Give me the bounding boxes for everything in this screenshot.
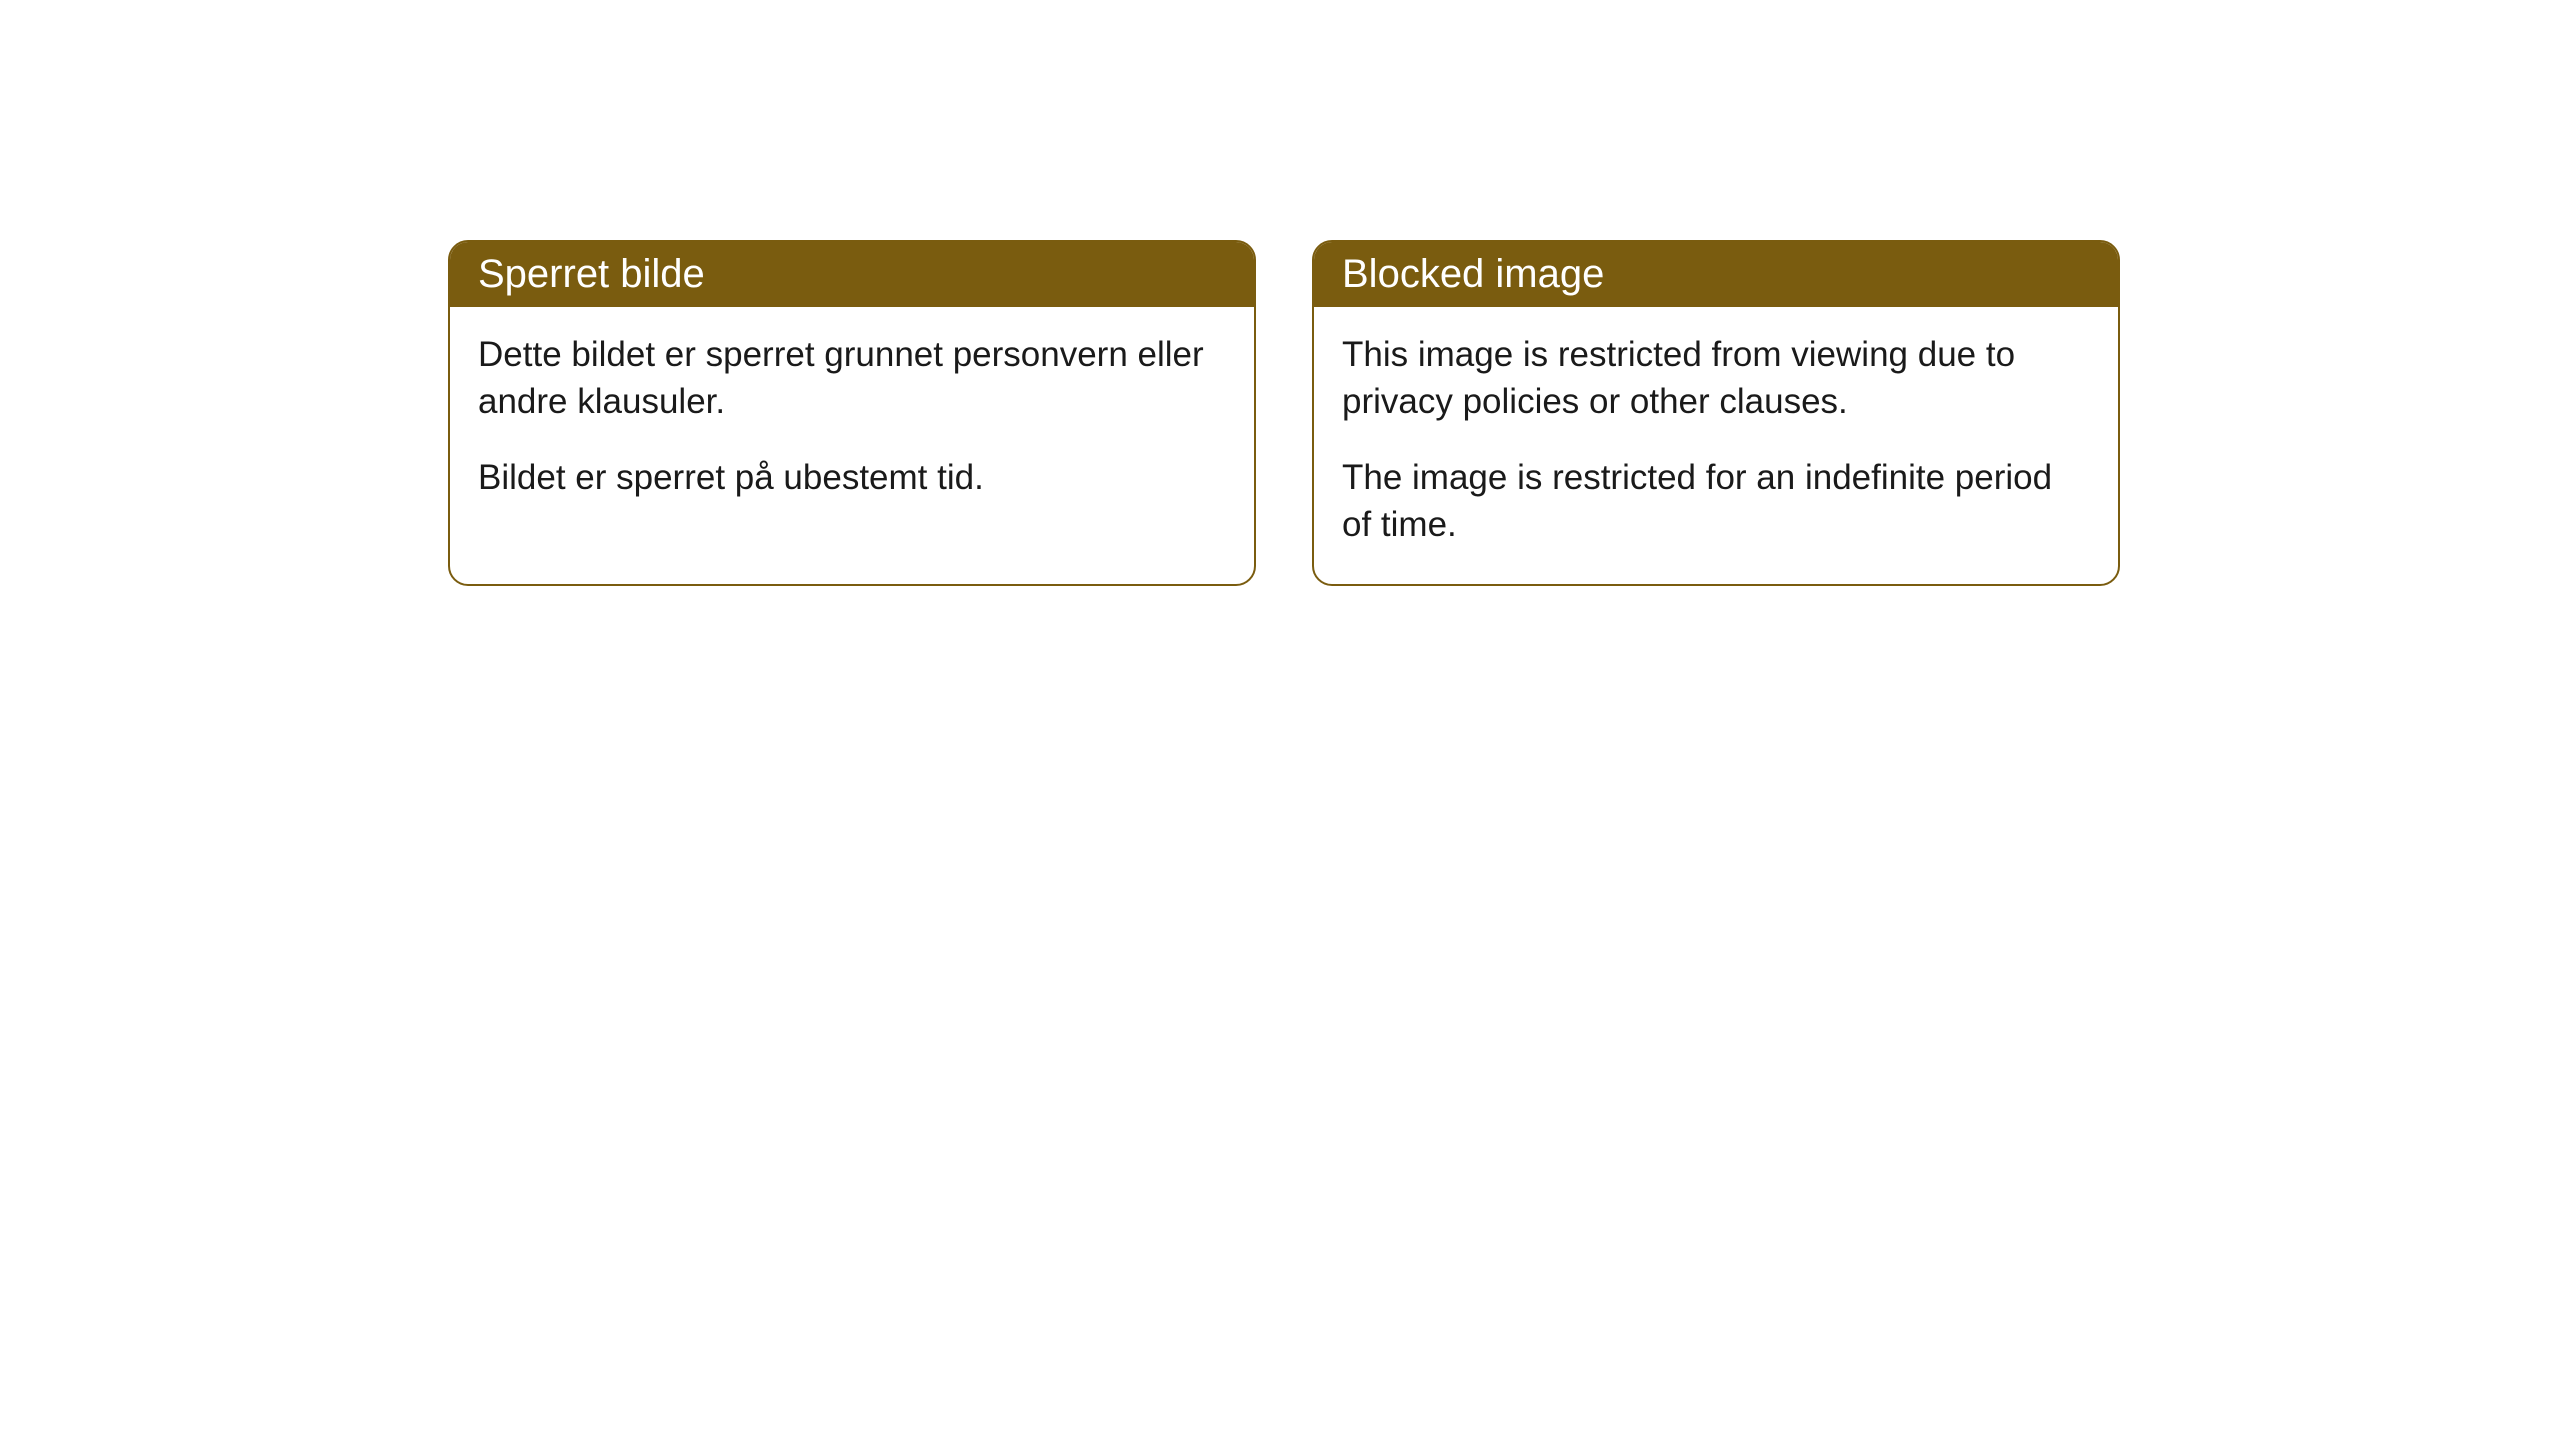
card-header: Blocked image [1314, 242, 2118, 307]
blocked-image-card-en: Blocked image This image is restricted f… [1312, 240, 2120, 586]
card-body: This image is restricted from viewing du… [1314, 307, 2118, 584]
card-body: Dette bildet er sperret grunnet personve… [450, 307, 1254, 537]
card-header: Sperret bilde [450, 242, 1254, 307]
card-title: Blocked image [1342, 252, 1604, 296]
card-paragraph-1: This image is restricted from viewing du… [1342, 331, 2090, 426]
card-paragraph-1: Dette bildet er sperret grunnet personve… [478, 331, 1226, 426]
card-title: Sperret bilde [478, 252, 705, 296]
card-paragraph-2: The image is restricted for an indefinit… [1342, 454, 2090, 549]
blocked-image-card-no: Sperret bilde Dette bildet er sperret gr… [448, 240, 1256, 586]
card-paragraph-2: Bildet er sperret på ubestemt tid. [478, 454, 1226, 501]
cards-container: Sperret bilde Dette bildet er sperret gr… [448, 240, 2120, 586]
